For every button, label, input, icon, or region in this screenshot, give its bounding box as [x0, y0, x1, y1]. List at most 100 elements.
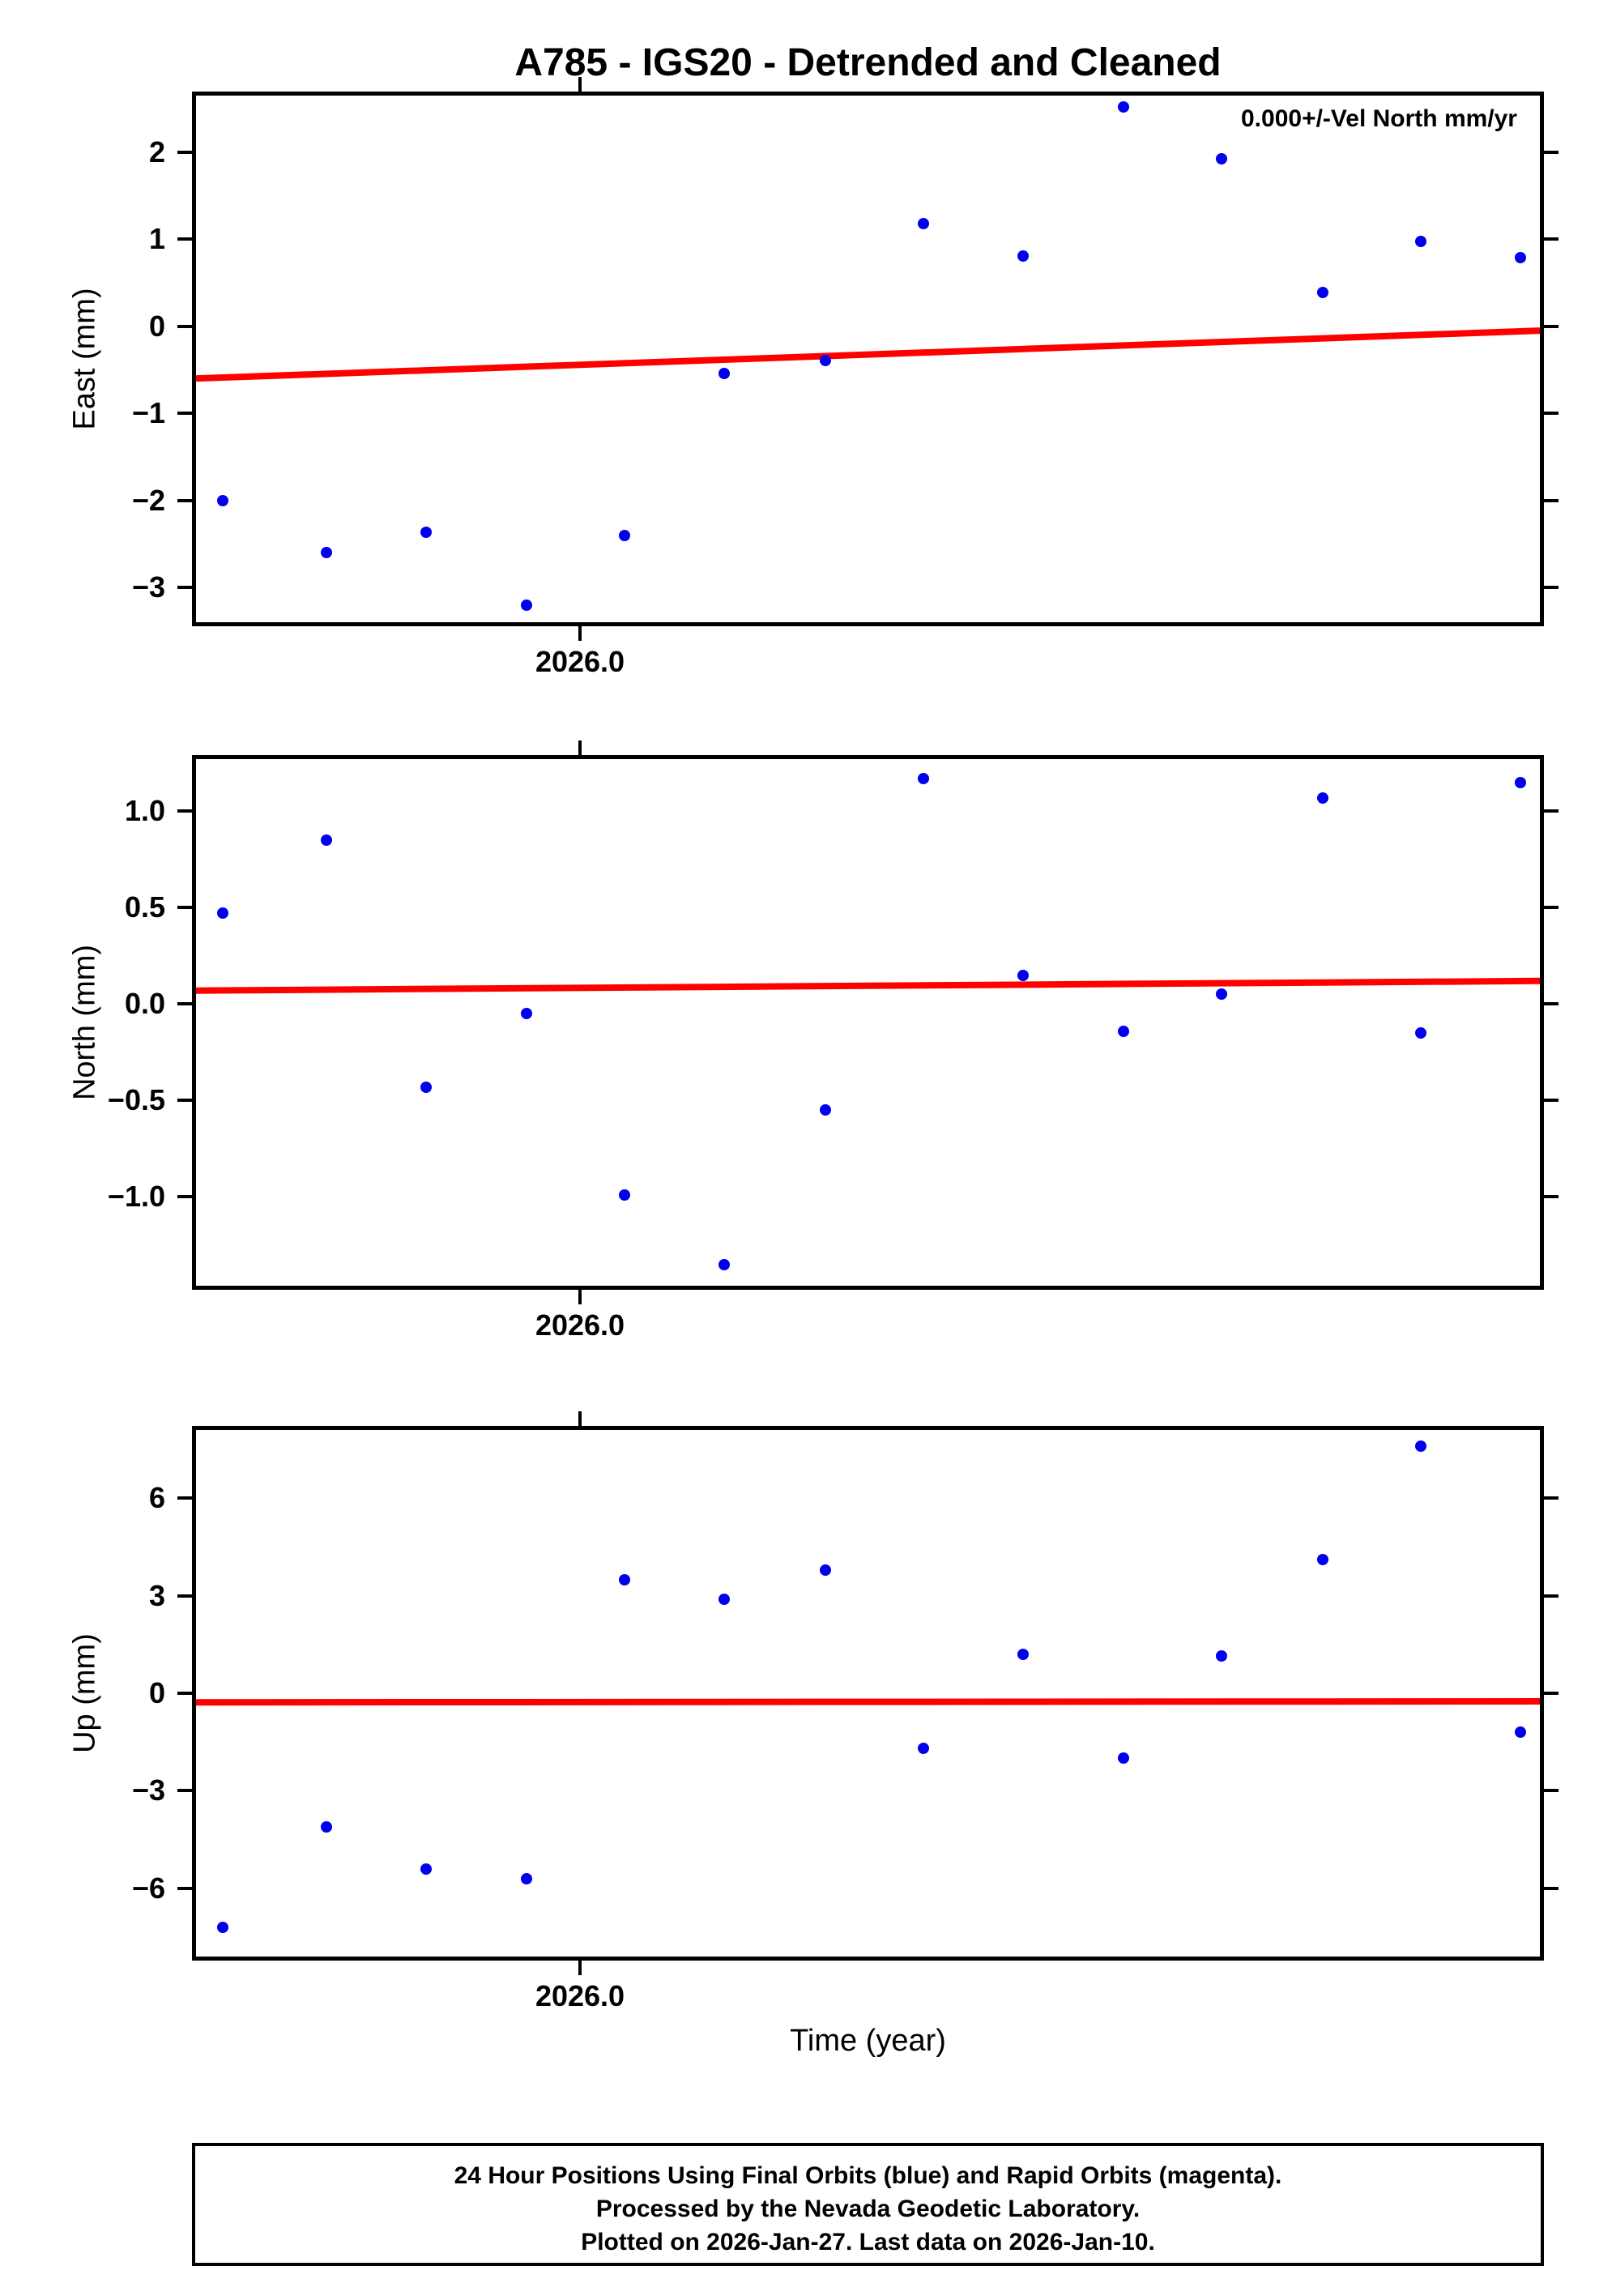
- y-tick-label: 6: [148, 1481, 165, 1515]
- y-tick-label: 0.5: [124, 890, 165, 924]
- trend-line: [196, 96, 1540, 622]
- y-tick-label: 3: [148, 1578, 165, 1612]
- y-tick-mark: [177, 1195, 192, 1199]
- data-point: [217, 1921, 229, 1933]
- data-point: [1317, 792, 1329, 804]
- data-point: [718, 1593, 730, 1605]
- data-point: [1215, 988, 1227, 1001]
- y-tick-mark: [1544, 412, 1558, 416]
- data-point: [420, 527, 433, 539]
- x-axis-label: Time (year): [790, 2024, 946, 2058]
- data-point: [618, 529, 630, 541]
- y-tick-label: −1.0: [107, 1180, 165, 1214]
- y-tick-mark: [177, 237, 192, 241]
- north-axis-label: North (mm): [67, 944, 102, 1101]
- data-point: [918, 1743, 930, 1755]
- y-tick-mark: [1544, 324, 1558, 328]
- y-tick-label: 1: [148, 222, 165, 256]
- y-tick-mark: [1544, 237, 1558, 241]
- y-tick-mark: [1544, 1886, 1558, 1890]
- y-tick-mark: [177, 1789, 192, 1793]
- data-point: [1317, 1554, 1329, 1566]
- north-panel: North (mm) 1.0 0.5 0.0 −0.5 −1.0 2026.0: [68, 740, 1558, 1342]
- y-tick-mark: [177, 1099, 192, 1103]
- y-tick-mark: [1544, 809, 1558, 813]
- y-tick-mark: [1544, 586, 1558, 590]
- page-title: A785 - IGS20 - Detrended and Cleaned: [514, 41, 1222, 84]
- data-point: [1117, 1025, 1129, 1037]
- trend-line: [196, 1430, 1540, 1957]
- x-tick-mark: [578, 1961, 582, 1975]
- y-tick-mark: [177, 1886, 192, 1890]
- y-tick-mark: [177, 1594, 192, 1598]
- up-axis-label: Up (mm): [67, 1633, 102, 1753]
- y-tick-mark: [177, 1002, 192, 1006]
- x-tick-mark: [578, 626, 582, 641]
- y-tick-mark: [177, 809, 192, 813]
- data-point: [1515, 251, 1527, 263]
- data-point: [1515, 776, 1527, 788]
- data-point: [420, 1863, 433, 1875]
- data-point: [1415, 1440, 1427, 1453]
- y-tick-mark: [177, 1496, 192, 1500]
- data-point: [1415, 236, 1427, 248]
- y-tick-label: 0: [148, 1676, 165, 1709]
- data-point: [1215, 1649, 1227, 1662]
- y-tick-mark: [177, 498, 192, 502]
- y-tick-mark: [1544, 1195, 1558, 1199]
- data-point: [618, 1189, 630, 1201]
- y-tick-mark: [1544, 498, 1558, 502]
- data-point: [420, 1081, 433, 1093]
- y-tick-label: −6: [131, 1871, 165, 1905]
- data-point: [1017, 1648, 1030, 1660]
- east-panel: East (mm) 0.000+/-Vel North mm/yr 2 1 0 −1 −…: [68, 77, 1558, 678]
- velocity-annotation: 0.000+/-Vel North mm/yr: [1241, 105, 1517, 132]
- footer-line-3: Plotted on 2026-Jan-27. Last data on 202…: [581, 2229, 1155, 2255]
- y-tick-mark: [1544, 1692, 1558, 1695]
- data-point: [321, 547, 333, 559]
- data-point: [217, 494, 229, 506]
- footer-caption: 24 Hour Positions Using Final Orbits (bl…: [192, 2143, 1544, 2266]
- x-tick-label: 2026.0: [535, 645, 625, 678]
- data-point: [321, 1820, 333, 1833]
- y-tick-label: 2: [148, 134, 165, 169]
- y-tick-mark: [1544, 1789, 1558, 1793]
- data-point: [1017, 969, 1030, 981]
- y-tick-label: −3: [131, 570, 165, 604]
- up-plot-area: 6 3 0 −3 −6 2026.0: [132, 1411, 1558, 2012]
- y-tick-label: −3: [131, 1773, 165, 1807]
- x-tick-label: 2026.0: [535, 1308, 625, 1342]
- x-tick-mark: [578, 77, 582, 92]
- data-point: [1515, 1726, 1527, 1739]
- y-tick-mark: [177, 324, 192, 328]
- north-plot-area: 1.0 0.5 0.0 −0.5 −1.0 2026.0: [108, 740, 1558, 1342]
- y-tick-mark: [1544, 1496, 1558, 1500]
- y-tick-mark: [1544, 1594, 1558, 1598]
- data-point: [520, 1008, 532, 1020]
- y-tick-label: 0: [148, 309, 165, 343]
- x-tick-mark: [578, 1411, 582, 1426]
- data-point: [520, 599, 532, 611]
- y-tick-mark: [177, 906, 192, 910]
- y-tick-mark: [177, 150, 192, 154]
- data-point: [1117, 1752, 1129, 1765]
- y-tick-mark: [177, 586, 192, 590]
- data-point: [618, 1573, 630, 1585]
- data-point: [520, 1872, 532, 1884]
- trend-line: [196, 759, 1540, 1286]
- east-plot-area: 0.000+/-Vel North mm/yr 2 1 0 −1 −2 −3 2026.0: [132, 77, 1558, 678]
- data-point: [321, 834, 333, 846]
- east-axis-label: East (mm): [67, 288, 102, 430]
- y-tick-mark: [1544, 150, 1558, 154]
- x-tick-label: 2026.0: [535, 1979, 625, 2012]
- data-point: [217, 907, 229, 920]
- x-tick-mark: [578, 1290, 582, 1304]
- y-tick-mark: [177, 1692, 192, 1695]
- data-point: [1017, 250, 1030, 262]
- up-panel: Up (mm) 6 3 0 −3 −6 2026.0: [68, 1411, 1558, 2012]
- data-point: [820, 1564, 832, 1576]
- data-point: [1415, 1027, 1427, 1039]
- y-tick-mark: [177, 412, 192, 416]
- y-tick-label: 1.0: [124, 794, 165, 828]
